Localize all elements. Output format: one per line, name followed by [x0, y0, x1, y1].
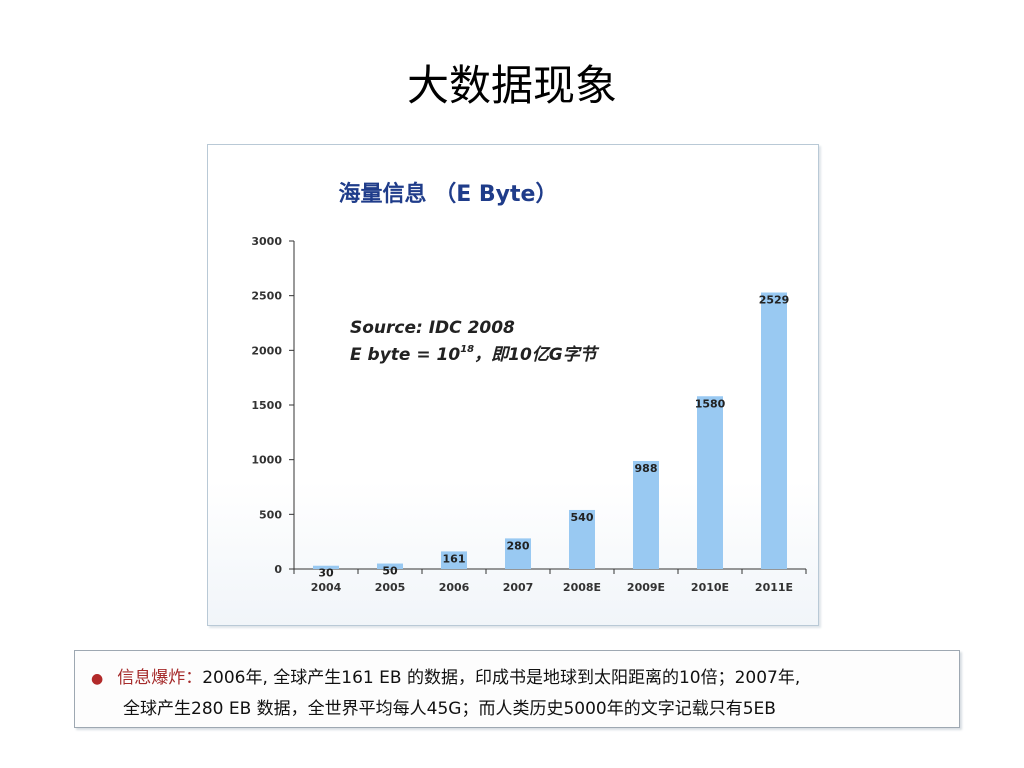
chart-title: 海量信息 （E Byte）	[339, 181, 558, 207]
data-label: 540	[571, 511, 594, 524]
x-tick-label: 2009E	[627, 581, 665, 594]
chart-annotation-unit: E byte = 1018，即10亿G字节	[350, 344, 600, 365]
bar	[441, 551, 467, 569]
bar-chart: 海量信息 （E Byte） Source: IDC 2008 E byte = …	[251, 181, 807, 594]
chart-bars: 30 50 161 280 540 988 1580 2529	[313, 292, 790, 580]
bar	[569, 509, 595, 569]
x-tick-label: 2005	[375, 581, 406, 594]
data-label: 988	[635, 462, 658, 475]
data-label: 161	[443, 552, 466, 565]
chart-axes: 0 500 1000 1500 2000 2500 3000 2004 2005 2006 2007…	[251, 235, 807, 594]
bar	[761, 292, 787, 569]
x-tick-label: 2010E	[691, 581, 729, 594]
bar	[633, 460, 659, 569]
x-tick-label: 2006	[439, 581, 470, 594]
x-tick-label: 2004	[311, 581, 342, 594]
data-label: 1580	[695, 397, 726, 410]
y-tick-label: 1500	[251, 399, 282, 412]
data-label: 50	[382, 565, 398, 578]
bar	[377, 563, 403, 569]
y-tick-label: 3000	[251, 235, 282, 248]
annotation-unit-superscript: 18	[460, 344, 474, 355]
x-tick-label: 2008E	[563, 581, 601, 594]
bullet-icon: ●	[91, 671, 104, 687]
bar	[697, 396, 723, 569]
footer-line-1: ● 信息爆炸：2006年, 全球产生161 EB 的数据，印成书是地球到太阳距离的…	[91, 663, 800, 688]
footer-note: ● 信息爆炸：2006年, 全球产生161 EB 的数据，印成书是地球到太阳距离的…	[74, 650, 960, 728]
footer-line-2: 全球产生280 EB 数据，全世界平均每人45G；而人类历史5000年的文字记载…	[123, 699, 776, 719]
bar	[313, 565, 339, 569]
annotation-unit-suffix: ，即10亿G字节	[474, 345, 600, 365]
chart-panel: 海量信息 （E Byte） Source: IDC 2008 E byte = …	[207, 144, 819, 626]
y-tick-label: 1000	[251, 454, 282, 467]
y-tick-label: 2500	[251, 290, 282, 303]
data-label: 30	[318, 567, 334, 580]
bar	[505, 538, 531, 569]
annotation-unit-prefix: E byte = 10	[350, 345, 460, 365]
data-label: 2529	[759, 293, 790, 306]
x-tick-label: 2007	[503, 581, 534, 594]
y-tick-label: 500	[259, 508, 282, 521]
y-tick-label: 0	[274, 563, 282, 576]
y-tick-label: 2000	[251, 344, 282, 357]
slide-title: 大数据现象	[406, 61, 617, 110]
data-label: 280	[507, 539, 530, 552]
footer-line-1-text: 2006年, 全球产生161 EB 的数据，印成书是地球到太阳距离的10倍；20…	[202, 668, 801, 688]
x-tick-label: 2011E	[755, 581, 793, 594]
chart-annotation-source: Source: IDC 2008	[350, 318, 515, 338]
footer-highlight: 信息爆炸：	[117, 668, 203, 688]
